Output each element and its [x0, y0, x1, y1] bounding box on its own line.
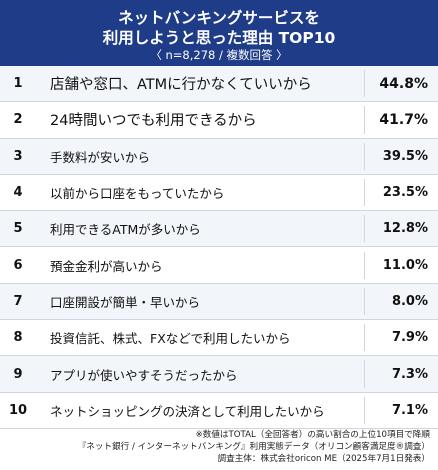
table-row: 2 24時間いつでも利用できるから 41.7%	[0, 102, 438, 139]
reason-label: 投資信託、株式、FXなどで利用したいから	[50, 331, 291, 347]
percentage-value: 41.7%	[379, 111, 428, 128]
chart-subtitle: 〈 n=8,278 / 複数回答 〉	[150, 48, 288, 62]
table-row: 7 口座開設が簡単・早いから 8.0%	[0, 283, 438, 321]
rank-number: 10	[8, 402, 28, 418]
rank-number: 4	[13, 185, 23, 201]
rank-number: 3	[13, 148, 23, 164]
footer-note-1: ※数値はTOTAL（全回答者）の高い割合の上位10項目で降順	[195, 430, 430, 440]
percentage-value: 44.8%	[379, 75, 428, 92]
percentage-value: 8.0%	[391, 293, 428, 309]
chart-title-line2: 利用しようと思った理由 TOP10	[102, 29, 336, 47]
reason-label: 以前から口座をもっていたから	[50, 186, 225, 202]
column-divider	[364, 142, 365, 170]
table-row: 4 以前から口座をもっていたから 23.5%	[0, 174, 438, 212]
footer-note-3: 調査主体：株式会社oricon ME（2025年7月1日発表）	[217, 454, 431, 464]
reason-label: 利用できるATMが多いから	[50, 222, 201, 238]
chart-header: ネットバンキングサービスを 利用しようと思った理由 TOP10 〈 n=8,27…	[0, 0, 438, 66]
column-divider	[364, 287, 365, 316]
rank-number: 7	[13, 293, 23, 309]
table-row: 8 投資信託、株式、FXなどで利用したいから 7.9%	[0, 320, 438, 357]
reason-label: ネットショッピングの決済として利用したいから	[50, 403, 325, 419]
column-divider	[364, 215, 365, 243]
rank-number: 5	[13, 221, 23, 237]
table-row: 1 店舗や窓口、ATMに行かなくていいから 44.8%	[0, 66, 438, 103]
percentage-value: 11.0%	[382, 257, 428, 273]
chart-title-line1: ネットバンキングサービスを	[118, 9, 320, 27]
percentage-value: 7.9%	[391, 330, 428, 346]
reason-label: 預金金利が高いから	[50, 258, 163, 274]
percentage-value: 39.5%	[382, 148, 428, 164]
rank-number: 8	[13, 330, 23, 346]
reason-label: 店舗や窓口、ATMに行かなくていいから	[50, 77, 312, 94]
reason-label: アプリが使いやすそうだったから	[50, 367, 238, 383]
footer-notes: ※数値はTOTAL（全回答者）の高い割合の上位10項目で降順 『ネット銀行 / …	[0, 429, 430, 465]
reason-label: 口座開設が簡単・早いから	[50, 294, 201, 310]
percentage-value: 12.8%	[382, 221, 428, 237]
rank-number: 2	[13, 112, 23, 128]
table-row: 9 アプリが使いやすそうだったから 7.3%	[0, 356, 438, 393]
table-row: 3 手数料が安いから 39.5%	[0, 138, 438, 175]
table-row: 5 利用できるATMが多いから 12.8%	[0, 211, 438, 248]
column-divider	[364, 396, 365, 424]
column-divider	[364, 360, 365, 388]
percentage-value: 7.3%	[391, 366, 428, 382]
footer-note-2: 『ネット銀行 / インターネットバンキング』利用実態データ（オリコン顧客満足度®…	[77, 442, 430, 452]
table-row: 6 預金金利が高いから 11.0%	[0, 247, 438, 284]
column-divider	[364, 70, 365, 98]
rank-number: 9	[13, 366, 23, 382]
column-divider	[364, 178, 365, 207]
rank-number: 6	[13, 257, 23, 273]
reason-label: 手数料が安いから	[50, 149, 151, 165]
table-row: 10 ネットショッピングの決済として利用したいから 7.1%	[0, 392, 438, 429]
column-divider	[364, 324, 365, 352]
reason-label: 24時間いつでも利用できるから	[50, 113, 257, 130]
percentage-value: 23.5%	[382, 185, 428, 201]
column-divider	[364, 106, 365, 134]
column-divider	[364, 251, 365, 279]
percentage-value: 7.1%	[391, 402, 428, 418]
rank-number: 1	[13, 76, 23, 92]
